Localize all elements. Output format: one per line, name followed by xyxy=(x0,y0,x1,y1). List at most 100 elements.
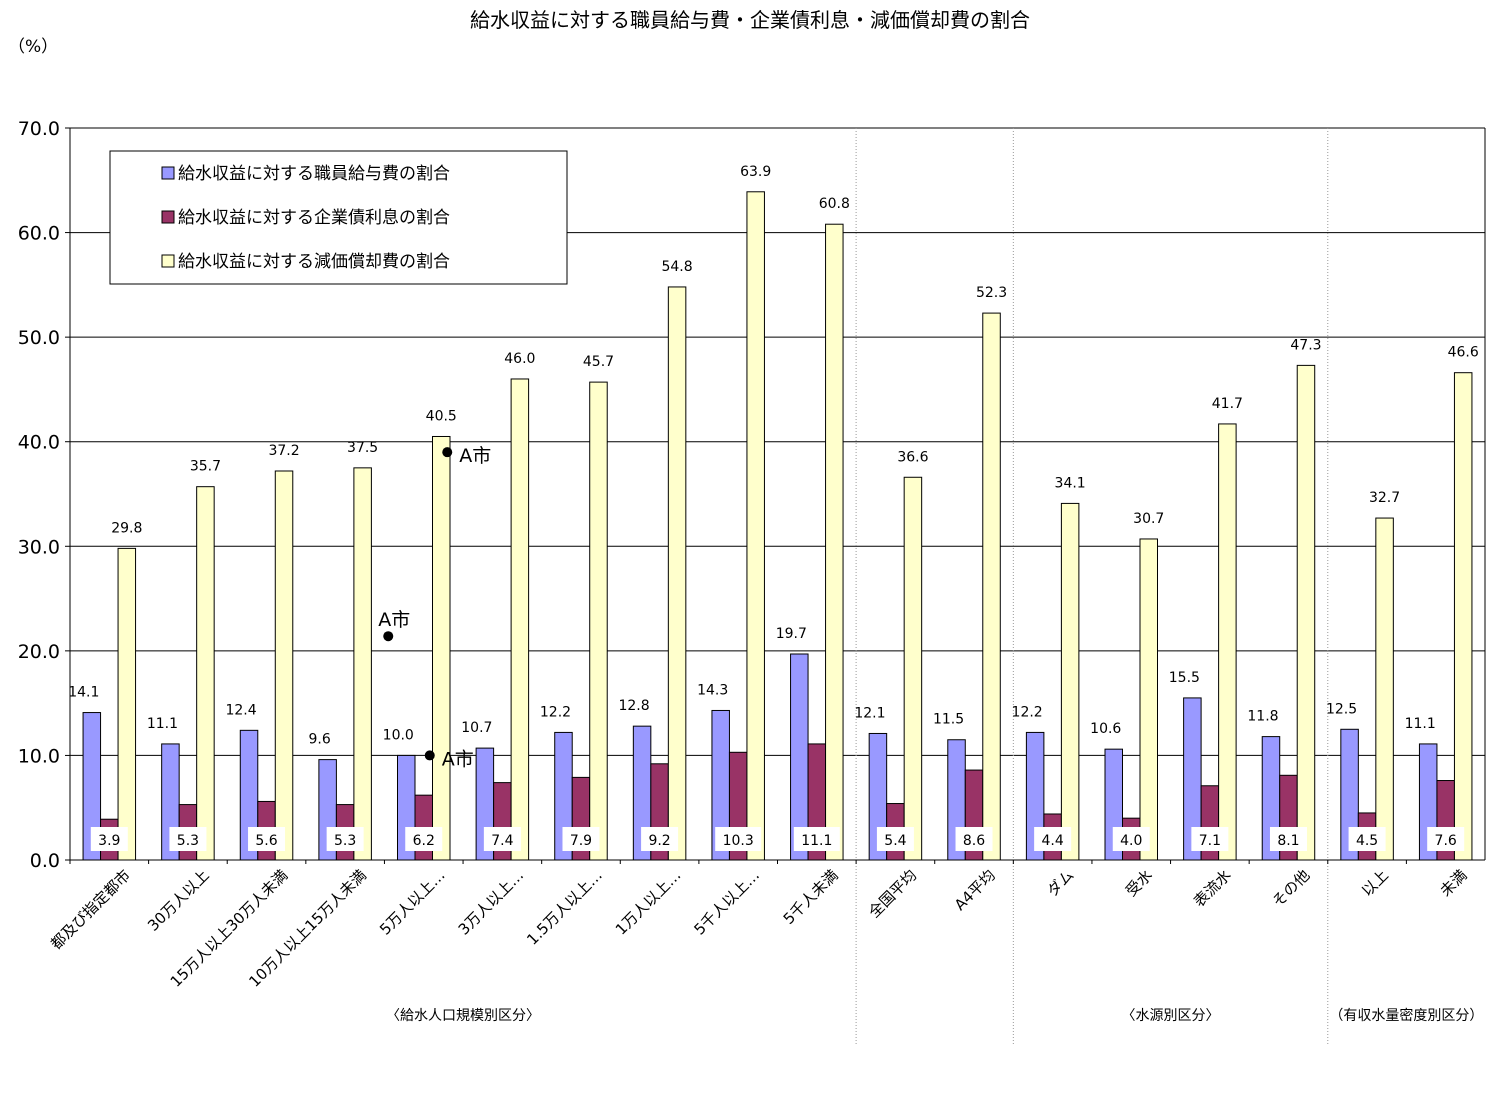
value-label: 63.9 xyxy=(740,164,771,180)
value-label: 12.5 xyxy=(1326,701,1357,717)
value-label: 46.0 xyxy=(504,351,535,367)
value-label: 5.3 xyxy=(334,833,356,849)
value-label: 40.5 xyxy=(426,408,457,424)
legend-swatch xyxy=(161,166,175,180)
bar xyxy=(982,312,1001,861)
legend: 給水収益に対する職員給与費の割合給水収益に対する企業債利息の割合給水収益に対する… xyxy=(109,150,568,285)
group-label: （有収水量密度別区分） xyxy=(1329,1007,1483,1024)
value-label: 10.0 xyxy=(383,727,414,743)
value-label: 15.5 xyxy=(1169,670,1200,686)
bar xyxy=(1218,423,1237,861)
value-label: 30.7 xyxy=(1133,511,1164,527)
value-label: 14.1 xyxy=(68,685,99,701)
legend-entry: 給水収益に対する企業債利息の割合 xyxy=(178,208,450,228)
annotations: A市 A市 A市 xyxy=(378,445,491,770)
x-tick-label: 表流水 xyxy=(1190,866,1235,911)
value-label: 10.6 xyxy=(1090,721,1121,737)
legend-swatch xyxy=(161,210,175,224)
y-tick-label: 50.0 xyxy=(18,327,60,349)
bar xyxy=(667,286,687,861)
value-label: 11.1 xyxy=(147,716,178,732)
value-label: 11.5 xyxy=(933,712,964,728)
value-label: 34.1 xyxy=(1055,475,1086,491)
value-label-bg xyxy=(248,827,286,851)
value-label: 46.6 xyxy=(1448,345,1479,361)
bar xyxy=(589,381,608,861)
value-label: 7.6 xyxy=(1435,833,1457,849)
value-label: 14.3 xyxy=(697,682,728,698)
value-label: 10.3 xyxy=(723,833,754,849)
value-label: 12.4 xyxy=(225,702,256,718)
value-label: 8.1 xyxy=(1277,833,1299,849)
value-label: 19.7 xyxy=(776,626,807,642)
value-label: 4.4 xyxy=(1042,833,1064,849)
group-label: 〈給水人口規模別区分〉 xyxy=(386,1008,540,1024)
bar xyxy=(117,547,137,861)
chart-title: 給水収益に対する職員給与費・企業債利息・減価償却費の割合 xyxy=(470,8,1030,32)
value-label-bg xyxy=(405,827,443,851)
x-tick-label: その他 xyxy=(1269,866,1314,911)
value-label: 35.7 xyxy=(190,459,221,475)
value-label-bg xyxy=(793,827,840,851)
legend-entry: 給水収益に対する減価償却費の割合 xyxy=(178,252,450,272)
axes xyxy=(65,127,1486,864)
value-label: 4.0 xyxy=(1120,833,1142,849)
value-label-bg xyxy=(90,827,128,851)
value-label-bg xyxy=(1112,827,1150,851)
y-tick-label: 0.0 xyxy=(30,850,60,872)
value-label: 12.2 xyxy=(1012,704,1043,720)
value-label: 37.2 xyxy=(268,443,299,459)
x-tick-label: 都及び指定都市 xyxy=(47,866,134,953)
y-tick-label: 20.0 xyxy=(18,641,60,663)
value-label: 12.8 xyxy=(618,698,649,714)
annotation-label: A市 xyxy=(459,445,491,467)
bar xyxy=(274,470,294,861)
annotation-label: A市 xyxy=(378,609,410,631)
value-label-bg xyxy=(1269,827,1307,851)
value-label-bg xyxy=(876,827,914,851)
x-tick-label: 5千人未満 xyxy=(780,866,842,928)
value-label: 11.1 xyxy=(801,833,832,849)
category-separators xyxy=(855,128,1329,1044)
value-label: 7.9 xyxy=(570,833,592,849)
value-label: 5.6 xyxy=(255,833,277,849)
value-label: 47.3 xyxy=(1290,337,1321,353)
bar xyxy=(196,486,215,861)
bar xyxy=(903,476,923,861)
value-label-bg xyxy=(641,827,679,851)
value-label: 12.1 xyxy=(854,705,885,721)
value-label-bg xyxy=(1427,827,1465,851)
value-label: 8.6 xyxy=(963,833,985,849)
annotation-marker xyxy=(442,447,453,458)
value-label-bg xyxy=(169,827,207,851)
value-label: 29.8 xyxy=(111,520,142,536)
bar xyxy=(1453,372,1473,861)
value-label: 36.6 xyxy=(897,449,928,465)
x-tick-label: 1万人以上… xyxy=(612,866,685,939)
value-label: 3.9 xyxy=(98,833,120,849)
value-label-bg xyxy=(715,827,762,851)
bar xyxy=(1139,538,1158,861)
bar xyxy=(1296,364,1316,861)
x-tick-label: 全国平均 xyxy=(865,866,920,921)
y-tick-label: 40.0 xyxy=(18,432,60,454)
value-label-bg xyxy=(955,827,993,851)
x-tick-label: A4平均 xyxy=(951,866,999,914)
value-label: 54.8 xyxy=(661,259,692,275)
bar xyxy=(1375,517,1394,861)
value-label-bg xyxy=(1034,827,1072,851)
annotation-marker xyxy=(383,631,394,642)
y-tick-label: 60.0 xyxy=(18,223,60,245)
bar xyxy=(1060,502,1080,861)
bar xyxy=(510,378,530,861)
value-label: 12.2 xyxy=(540,704,571,720)
value-label-bg xyxy=(562,827,600,851)
y-axis-ticks: 0.0 10.0 20.0 30.0 40.0 50.0 60.0 70.0 xyxy=(18,118,60,872)
value-label: 5.3 xyxy=(177,833,199,849)
x-tick-label: 30万人以上 xyxy=(144,866,213,935)
value-label-bg xyxy=(483,827,521,851)
bars xyxy=(82,191,1473,861)
value-label-bg xyxy=(1191,827,1229,851)
